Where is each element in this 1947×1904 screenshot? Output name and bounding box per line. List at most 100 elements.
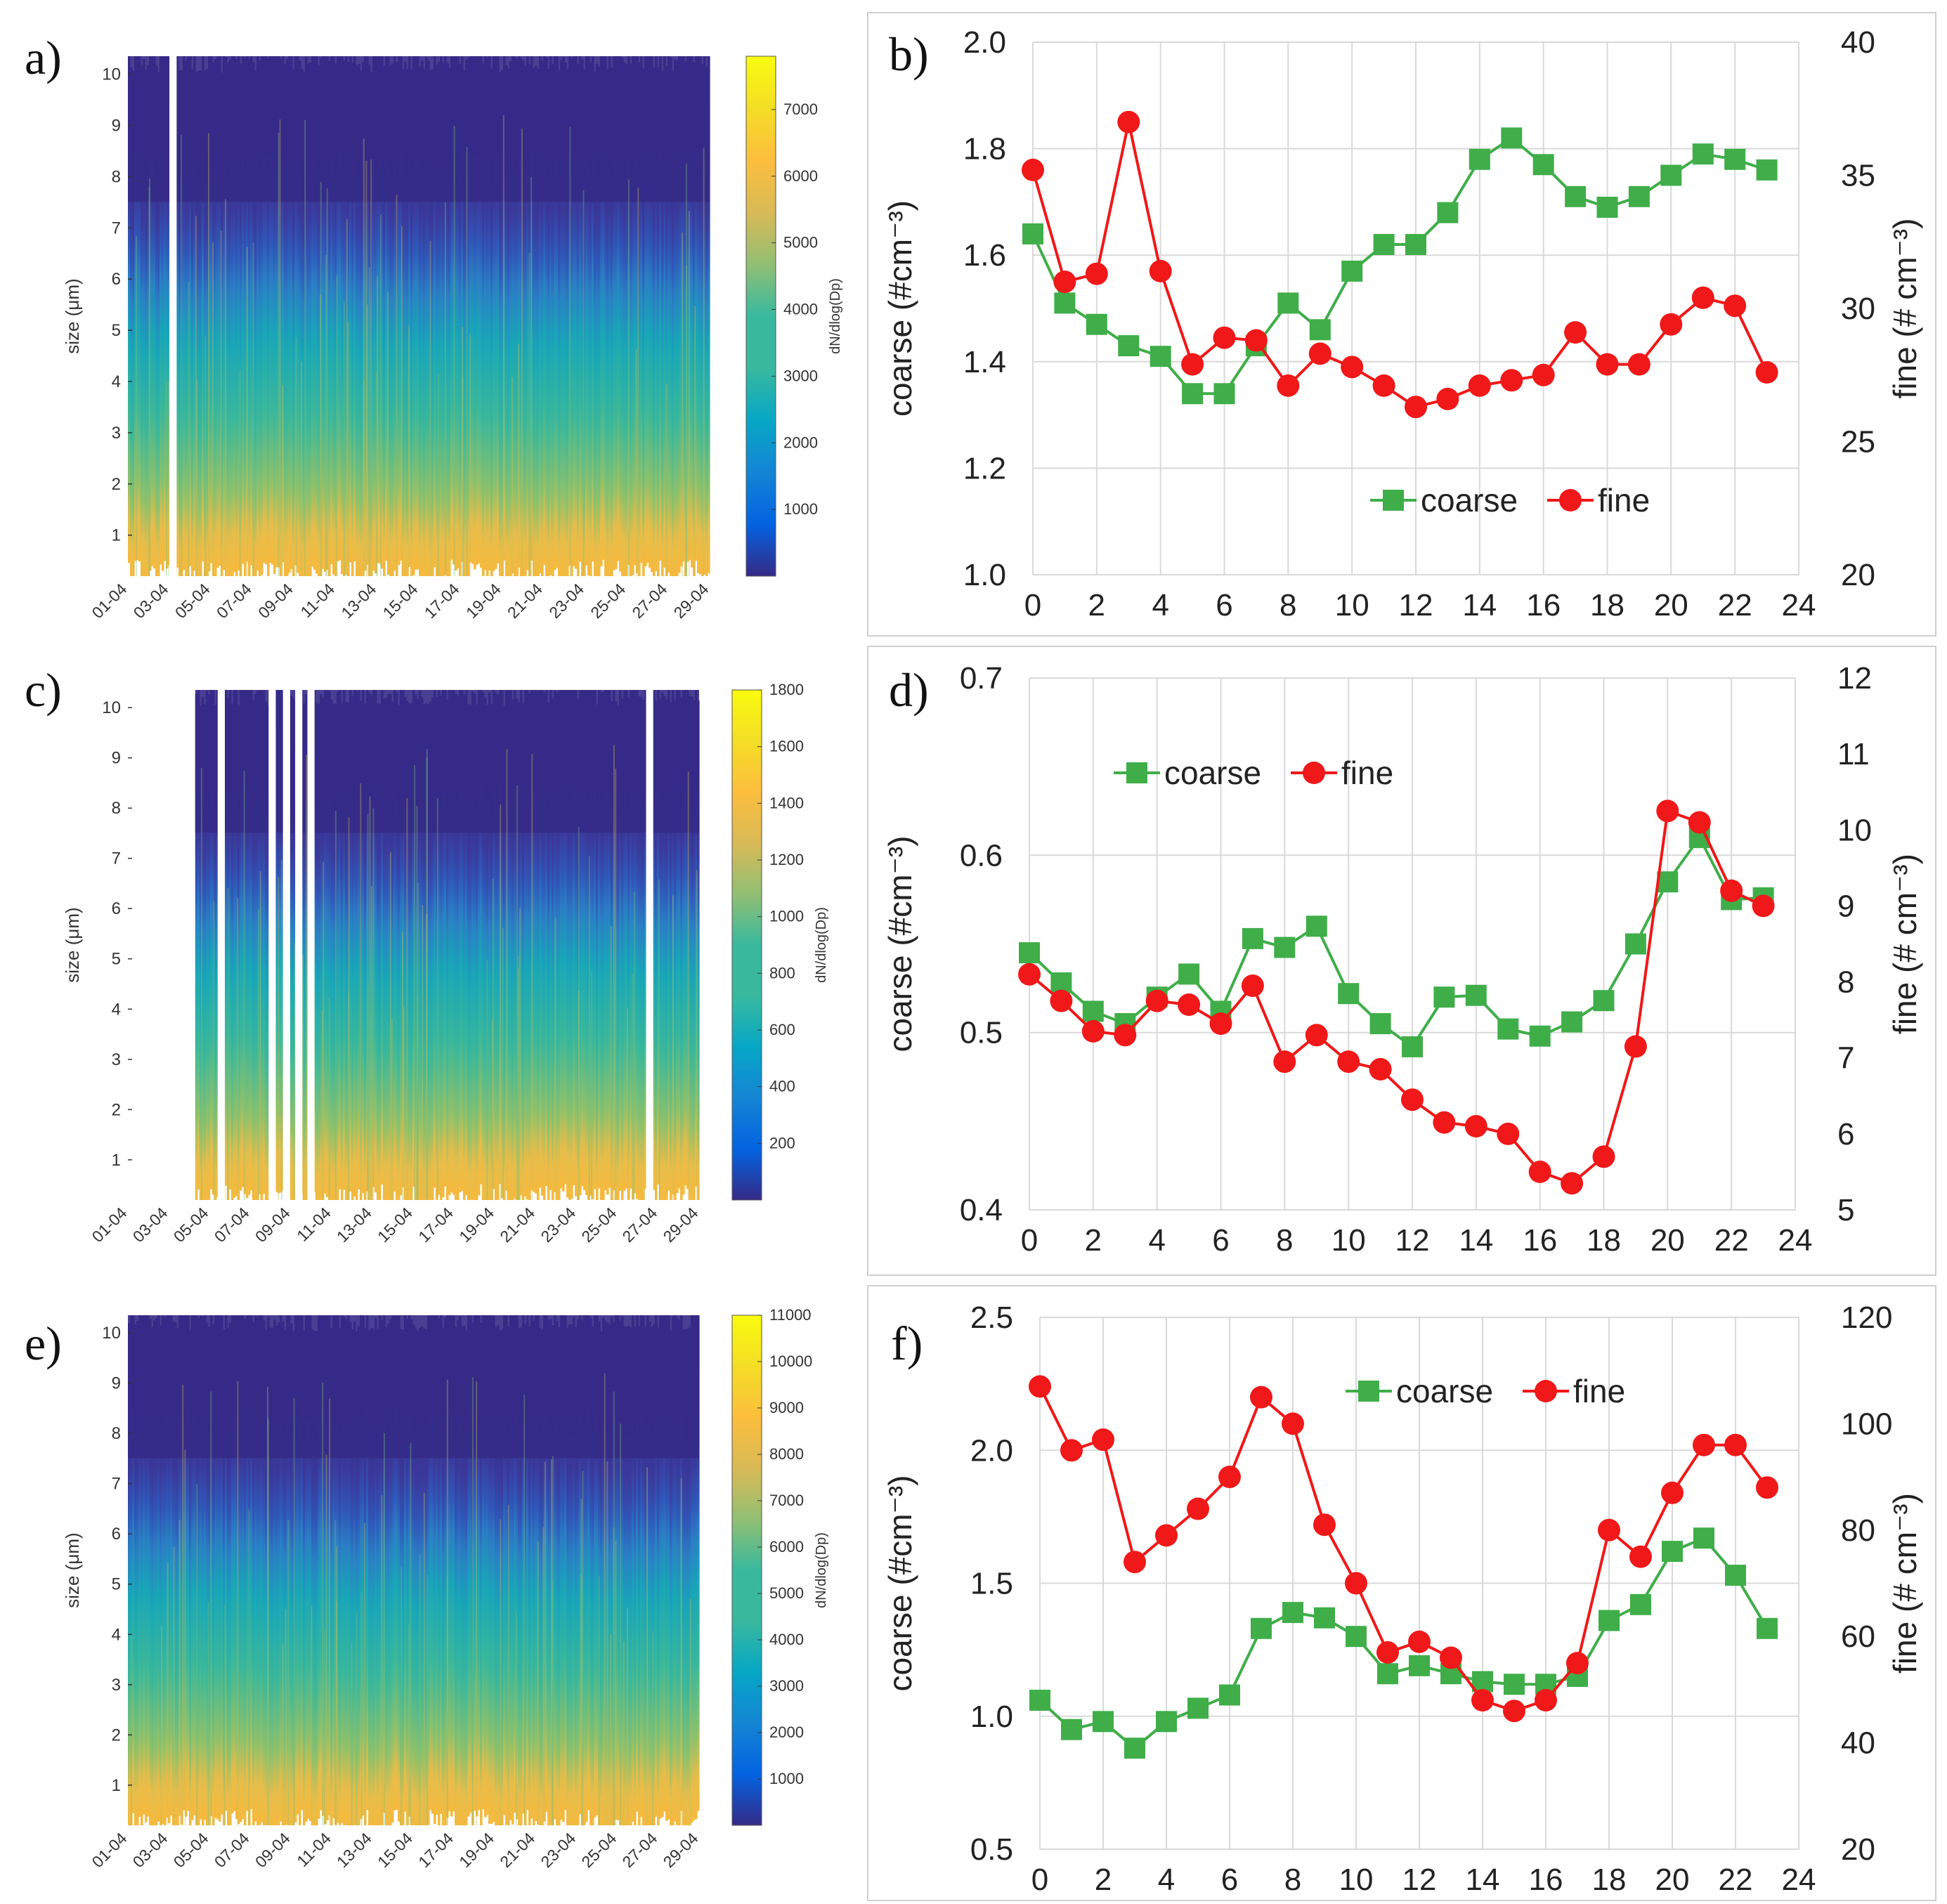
heatmap-cell xyxy=(188,282,190,576)
heatmap-cell xyxy=(644,1326,647,1837)
panel-label: d) xyxy=(889,663,929,717)
heatmap-cell xyxy=(336,1546,338,1825)
x-tick-label: 12 xyxy=(1402,1863,1437,1897)
heatmap-cell xyxy=(465,60,468,580)
heatmap-cell xyxy=(533,67,535,588)
marker-fine xyxy=(1440,1646,1462,1669)
heatmap-cell xyxy=(241,677,245,1187)
heatmap-cell xyxy=(615,1541,617,1825)
heatmap-cell xyxy=(596,63,599,584)
heatmap-cell xyxy=(463,70,466,591)
heatmap-cell xyxy=(153,1320,156,1831)
marker-coarse xyxy=(1405,234,1426,255)
heatmap-cell xyxy=(703,148,705,576)
heatmap-cell xyxy=(147,1306,150,1817)
heatmap-cell xyxy=(668,680,670,1191)
heatmap-cell xyxy=(295,337,297,576)
heatmap-cell xyxy=(502,705,506,1216)
heatmap-cell xyxy=(275,682,278,1192)
heatmap-cell xyxy=(559,678,563,1189)
heatmap-cell xyxy=(431,1303,434,1814)
heatmap-cell xyxy=(638,1326,641,1837)
heatmap-cell xyxy=(581,676,584,1187)
heatmap-cell xyxy=(575,686,578,1196)
heatmap-cell xyxy=(431,697,434,1208)
heatmap-cell xyxy=(562,57,565,577)
heatmap-cell xyxy=(377,43,379,563)
heatmap-cell xyxy=(461,42,464,562)
heatmap-cell xyxy=(233,1300,236,1811)
heatmap-cell xyxy=(313,50,316,570)
heatmap-cell xyxy=(685,265,687,576)
heatmap-cell xyxy=(587,56,590,576)
heatmap-cell xyxy=(621,1315,624,1826)
heatmap-cell xyxy=(267,1418,269,1825)
colorbar xyxy=(745,56,776,577)
heatmap-cell xyxy=(608,1324,611,1834)
heatmap-cell xyxy=(651,52,653,573)
heatmap-cell xyxy=(459,1316,462,1827)
y-axis-label: size (μm) xyxy=(62,1532,83,1608)
heatmap-cell xyxy=(126,1273,701,1315)
heatmap-cell xyxy=(346,219,348,576)
heatmap-cell xyxy=(680,1300,683,1811)
heatmap-cell xyxy=(642,1315,645,1826)
x-tick-label: 18 xyxy=(1587,1223,1621,1258)
colorbar-tick-label: 11000 xyxy=(769,1306,812,1324)
heatmap-cell xyxy=(540,685,544,1196)
heatmap-cell xyxy=(301,1300,304,1811)
heatmap-cell xyxy=(384,698,388,1208)
heatmap-cell xyxy=(551,698,554,1209)
heatmap-cell xyxy=(653,1324,656,1834)
heatmap-cell xyxy=(279,682,282,1193)
heatmap-cell xyxy=(511,377,513,576)
heatmap-cell xyxy=(206,69,209,589)
heatmap-cell xyxy=(515,1612,517,1825)
marker-fine xyxy=(1528,1160,1551,1183)
heatmap-cell xyxy=(304,694,308,1205)
heatmap-cell xyxy=(260,690,263,1201)
heatmap-cell xyxy=(173,1547,175,1825)
colorbar-tick-label: 3000 xyxy=(783,367,818,384)
x-tick-label: 01-04 xyxy=(89,580,131,622)
heatmap-cell xyxy=(503,40,506,561)
heatmap-cell xyxy=(219,1311,221,1822)
heatmap-cell xyxy=(490,68,493,589)
heatmap-cell xyxy=(286,58,289,579)
heatmap-cell xyxy=(233,52,236,573)
heatmap-cell xyxy=(374,682,377,1193)
y-left-tick-label: 0.4 xyxy=(960,1193,1003,1227)
heatmap-cell xyxy=(408,703,411,1214)
heatmap-cell xyxy=(207,694,211,1205)
heatmap-cell xyxy=(323,683,327,1194)
heatmap-cell xyxy=(325,1454,327,1825)
heatmap-cell xyxy=(549,55,552,575)
colorbar-tick-label: 600 xyxy=(769,1021,795,1038)
heatmap-cell xyxy=(219,46,221,566)
heatmap-cell xyxy=(311,1605,313,1825)
panel-label: f) xyxy=(891,1317,923,1370)
heatmap-cell xyxy=(199,705,202,1215)
heatmap-cell xyxy=(356,1331,358,1841)
colorbar-tick-label: 8000 xyxy=(769,1445,804,1463)
heatmap-cell xyxy=(674,59,677,580)
heatmap-cell xyxy=(479,674,483,1185)
heatmap-cell xyxy=(363,379,365,576)
heatmap-cell xyxy=(410,68,413,589)
heatmap-cell xyxy=(356,1611,358,1825)
heatmap-cell xyxy=(318,65,320,586)
heatmap-cell xyxy=(263,1320,266,1831)
heatmap-cell xyxy=(396,63,398,583)
heatmap-cell xyxy=(338,679,341,1189)
colorbar-tick-label: 4000 xyxy=(783,301,818,318)
y-right-tick-label: 10 xyxy=(1837,813,1872,847)
heatmap-cell xyxy=(294,1312,297,1823)
heatmap-cell xyxy=(509,690,512,1200)
y-tick-label: 2 xyxy=(112,475,121,494)
heatmap-cell xyxy=(519,685,523,1196)
heatmap-cell xyxy=(429,701,432,1212)
heatmap-cell xyxy=(195,693,198,1204)
heatmap-cell xyxy=(642,68,645,589)
heatmap-cell xyxy=(360,783,362,1200)
heatmap-cell xyxy=(355,691,358,1201)
